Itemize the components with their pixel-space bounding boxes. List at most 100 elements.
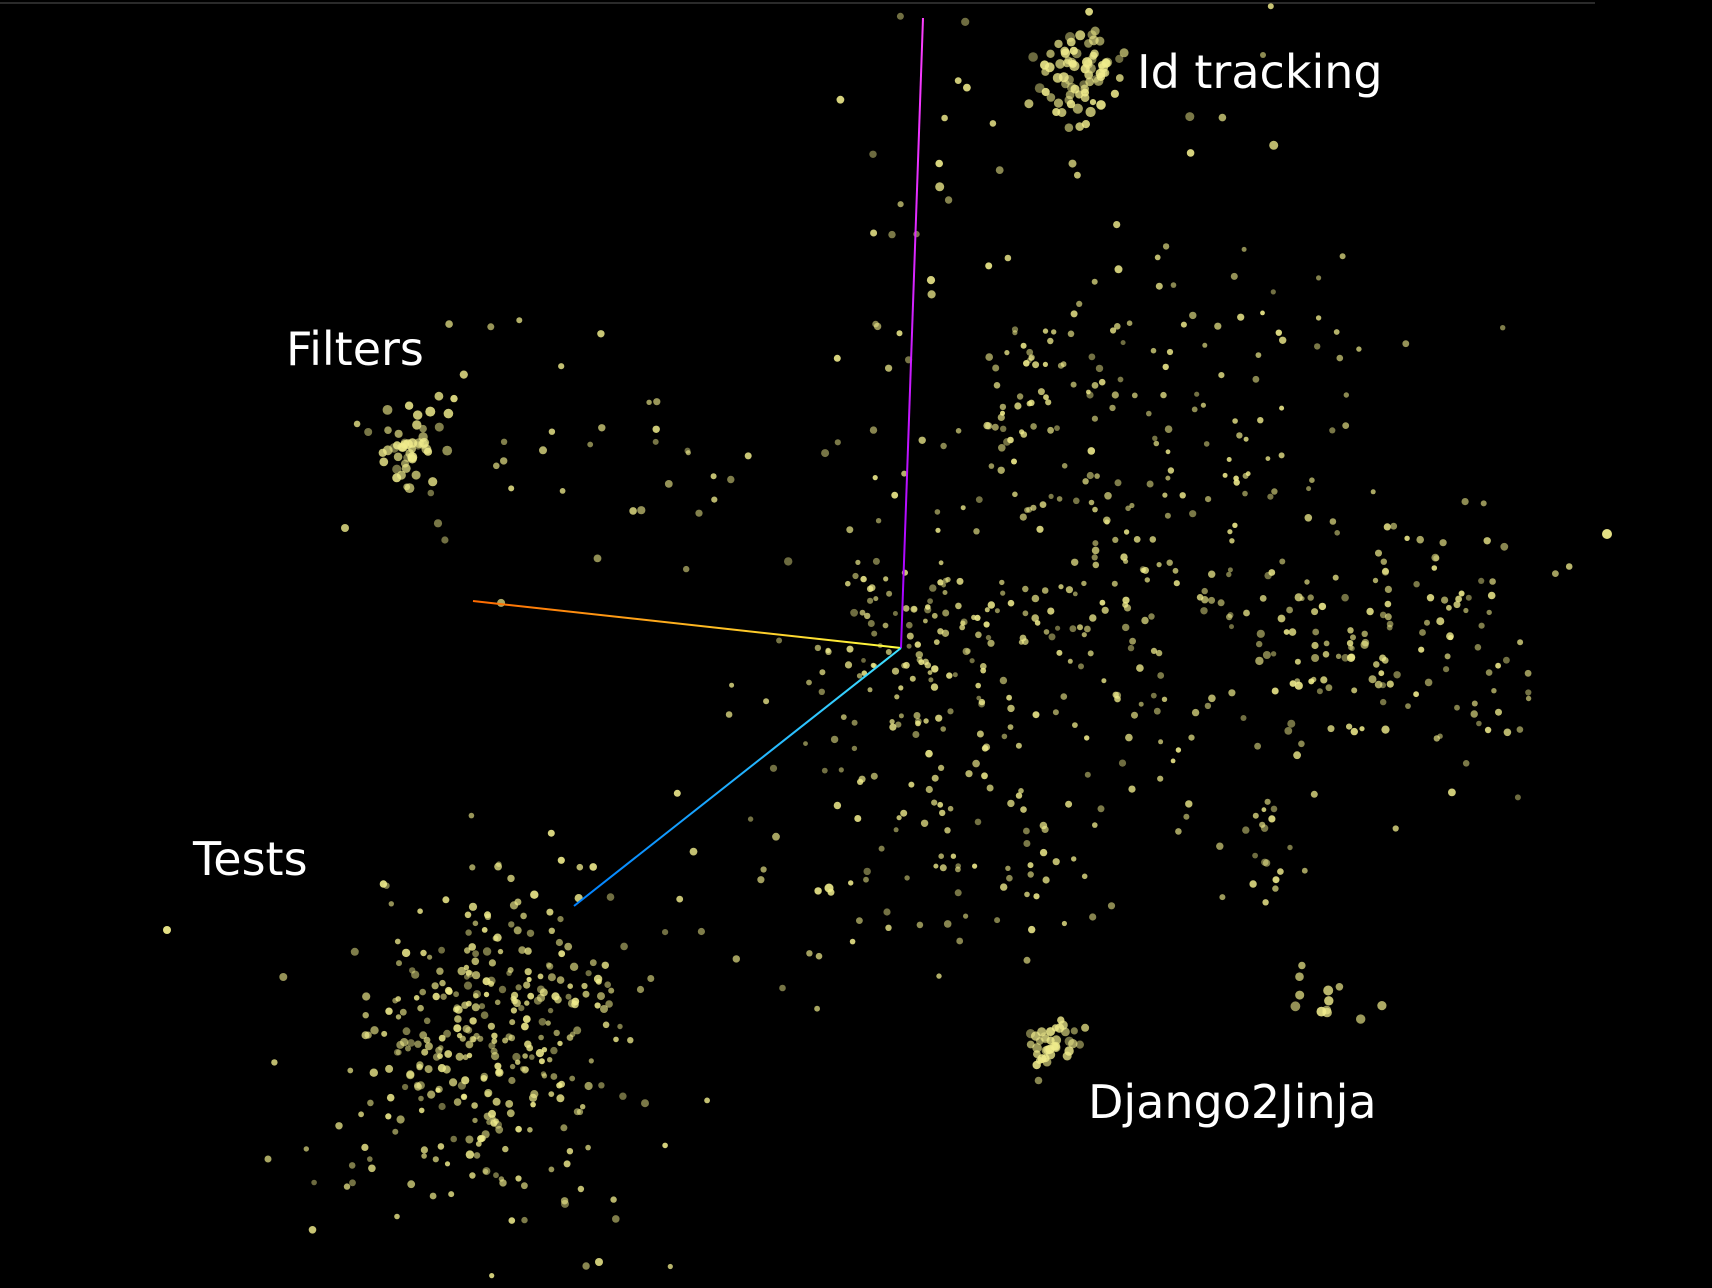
scatter-point-837	[1241, 246, 1247, 252]
scatter-point-326	[491, 1052, 500, 1061]
scatter-point-70	[465, 1135, 474, 1144]
scatter-point-255	[395, 1049, 402, 1056]
scatter-point-1135	[1020, 806, 1027, 813]
scatter-point-639	[1268, 569, 1276, 576]
scatter-point-538	[1026, 1040, 1035, 1049]
scatter-point-789	[984, 607, 990, 613]
scatter-point-1242	[433, 519, 443, 528]
scatter-point-696	[1043, 629, 1050, 635]
scatter-point-1090	[867, 620, 875, 627]
scatter-point-605	[947, 708, 954, 715]
scatter-point-358	[462, 1054, 469, 1061]
scatter-point-594	[1091, 546, 1100, 555]
scatter-point-262	[608, 987, 615, 994]
scatter-point-953	[1470, 710, 1478, 718]
scatter-point-318	[484, 1089, 493, 1097]
scatter-point-212	[470, 1036, 477, 1043]
scatter-point-541	[1054, 425, 1060, 431]
scatter-point-1163	[1084, 771, 1091, 778]
scatter-point-847	[1189, 510, 1197, 518]
scatter-point-215	[471, 1003, 480, 1012]
scatter-point-940	[1439, 539, 1447, 547]
scatter-point-321	[460, 1093, 468, 1101]
scatter-point-312	[667, 1263, 673, 1270]
scatter-point-930	[1378, 670, 1385, 677]
scatter-point-128	[551, 992, 560, 1001]
scatter-point-915	[1287, 719, 1296, 728]
scatter-point-340	[432, 1156, 439, 1163]
scatter-point-1257	[927, 290, 936, 299]
scatter-point-954	[1390, 522, 1398, 530]
scatter-point-1143	[891, 667, 900, 675]
scatter-point-983	[1489, 578, 1496, 585]
scatter-point-244	[456, 1032, 463, 1039]
scatter-point-979	[1462, 760, 1470, 767]
scatter-point-510	[1032, 1043, 1042, 1053]
scatter-point-12	[491, 1032, 498, 1040]
scatter-point-163	[472, 920, 479, 927]
scatter-point-973	[1480, 500, 1487, 507]
scatter-point-1013	[1011, 458, 1017, 465]
scatter-point-651	[1077, 624, 1083, 631]
scatter-point-818	[1236, 432, 1243, 439]
scatter-point-782	[1103, 516, 1111, 525]
scatter-point-535	[1068, 1039, 1078, 1049]
scatter-point-276	[540, 1071, 547, 1077]
scatter-point-253	[418, 1107, 425, 1114]
scatter-point-1237	[637, 506, 646, 515]
scatter-point-611	[1278, 452, 1285, 459]
scatter-point-201	[468, 943, 477, 951]
scatter-point-570	[1514, 794, 1521, 801]
scatter-point-1255	[918, 436, 926, 444]
scatter-point-844	[1237, 313, 1245, 321]
scatter-point-185	[414, 1040, 422, 1048]
scatter-point-476	[407, 454, 417, 464]
scatter-point-95	[518, 946, 526, 954]
scatter-point-768	[1127, 644, 1135, 652]
scatter-point-1051	[952, 672, 958, 678]
scatter-point-1133	[925, 749, 933, 758]
scatter-point-1248	[597, 330, 605, 338]
scatter-point-1127	[978, 698, 986, 706]
scatter-point-1037	[985, 422, 993, 430]
scatter-point-129	[505, 1100, 514, 1108]
scatter-point-263	[619, 1092, 627, 1100]
scatter-point-79	[453, 1024, 462, 1033]
scatter-point-655	[1006, 874, 1013, 882]
scatter-point-635	[1252, 812, 1259, 819]
scatter-point-857	[1329, 427, 1336, 434]
scatter-point-273	[370, 1026, 379, 1035]
scatter-point-765	[1006, 694, 1012, 701]
scatter-point-1026	[985, 353, 993, 361]
scatter-point-681	[973, 528, 980, 535]
scatter-point-1172	[947, 805, 954, 812]
scatter-point-753	[1384, 585, 1392, 594]
scatter-point-705	[1000, 883, 1008, 891]
scatter-point-39	[610, 1196, 617, 1203]
scatter-point-838	[1007, 436, 1014, 444]
scatter-point-1086	[959, 624, 966, 631]
scatter-point-1082	[902, 605, 910, 612]
scatter-point-294	[636, 985, 645, 994]
scatter-point-752	[1229, 538, 1235, 544]
scatter-point-602	[1166, 348, 1174, 356]
scatter-point-113	[394, 1213, 400, 1220]
scatter-point-341	[413, 995, 420, 1001]
scatter-point-314	[606, 893, 615, 901]
scatter-point-972	[1455, 595, 1462, 603]
scatter-point-817	[1126, 320, 1133, 327]
scatter-point-929	[1368, 675, 1377, 684]
scatter-point-785	[1058, 584, 1064, 590]
scatter-point-846	[1232, 418, 1238, 424]
scatter-point-742	[1270, 651, 1277, 657]
scatter-point-989	[1474, 644, 1482, 651]
scatter-point-1154	[904, 875, 910, 881]
scatter-point-1022	[1070, 381, 1077, 388]
scatter-point-981	[1503, 728, 1512, 737]
scatter-point-1016	[1076, 300, 1083, 307]
scatter-point-228	[515, 1175, 522, 1182]
scatter-point-561	[744, 452, 752, 460]
scatter-point-1247	[653, 398, 661, 406]
scatter-point-643	[1200, 607, 1208, 615]
